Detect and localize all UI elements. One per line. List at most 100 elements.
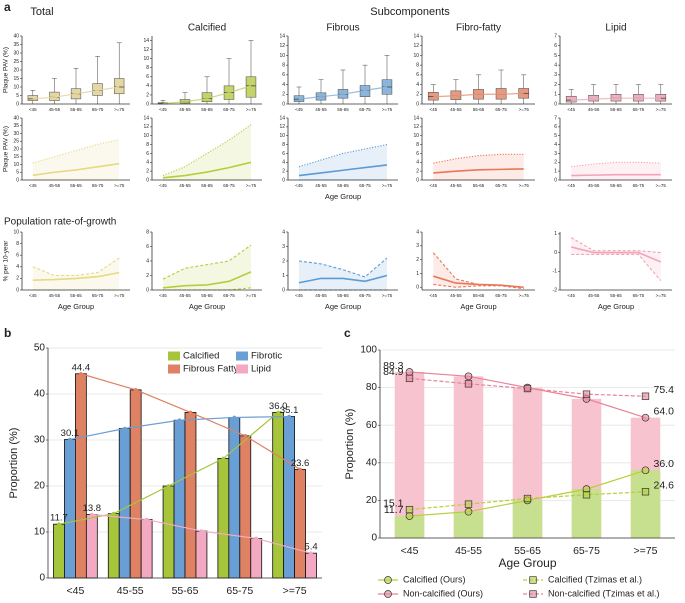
y-tick-label: 4 xyxy=(554,142,557,148)
x-tick-label: >=75 xyxy=(519,183,530,188)
series-marker xyxy=(641,488,650,496)
y-tick-label: 12 xyxy=(279,43,285,49)
y-tick-label: 1 xyxy=(282,273,285,279)
x-tick-label: 65-75 xyxy=(223,183,235,188)
x-tick-label: 55-65 xyxy=(610,293,622,298)
bar xyxy=(512,500,543,538)
value-label: 36.0 xyxy=(269,401,288,412)
y-tick-label: 5 xyxy=(16,93,19,99)
y-axis-label: Proportion (%) xyxy=(8,428,20,499)
y-tick-label: 12 xyxy=(413,43,419,49)
y-tick-label: 80 xyxy=(366,382,378,393)
series-marker xyxy=(523,494,532,503)
y-tick-label: 12 xyxy=(413,124,419,130)
x-tick-label: 45-55 xyxy=(450,293,462,298)
x-tick-label: >=75 xyxy=(246,183,257,188)
y-tick-label: 35 xyxy=(13,42,19,48)
x-tick-label: 55-65 xyxy=(337,293,349,298)
trend-point xyxy=(133,388,138,392)
x-tick-label: 65-75 xyxy=(223,293,235,298)
y-tick-label: 0 xyxy=(554,101,557,107)
subplot-title: Lipid xyxy=(605,23,626,34)
x-tick-label: 65-75 xyxy=(495,183,507,188)
y-tick-label: 6 xyxy=(416,72,419,78)
x-tick-label: 65-75 xyxy=(92,107,104,112)
y-tick-label: 0 xyxy=(146,101,149,107)
x-tick-label: 45-55 xyxy=(117,585,144,597)
x-tick-label: >=75 xyxy=(382,293,393,298)
y-tick-label: 2 xyxy=(282,168,285,174)
upper-bound xyxy=(162,244,252,280)
y-tick-label: 2 xyxy=(416,168,419,174)
y-tick-label: 7 xyxy=(554,33,557,39)
y-tick-label: 8 xyxy=(146,142,149,148)
y-tick-label: 1 xyxy=(416,271,419,277)
estimate-line xyxy=(32,162,120,177)
x-tick-label: 45-55 xyxy=(588,183,600,188)
x-tick-label: 45-55 xyxy=(49,183,61,188)
growth-heading: Population rate-of-growth xyxy=(4,217,116,228)
series-marker xyxy=(641,466,650,475)
y-tick-label: 6 xyxy=(282,151,285,157)
y-tick-label: 0 xyxy=(554,177,557,183)
y-axis-label: Plaque PAV (%) xyxy=(3,126,10,172)
bar xyxy=(305,552,317,579)
value-label: 44.4 xyxy=(72,362,91,373)
bar xyxy=(140,519,153,579)
x-tick-label: >=75 xyxy=(656,107,667,112)
subplot-title: Fibro-fatty xyxy=(456,23,501,34)
trend-point xyxy=(221,456,226,461)
legend-marker xyxy=(529,576,537,584)
y-tick-label: 0 xyxy=(416,285,419,291)
y-tick-label: 0 xyxy=(16,177,19,183)
legend-label: Calcified (Tzimas et al.) xyxy=(548,574,642,584)
x-tick-label: 65-75 xyxy=(223,107,235,112)
estimate-line xyxy=(433,168,524,174)
trend-point xyxy=(57,522,61,526)
y-tick-label: 30 xyxy=(13,131,19,137)
bar xyxy=(272,411,285,579)
subplot-title: Calcified xyxy=(188,23,226,34)
y-tick-label: 0 xyxy=(416,101,419,107)
series-marker xyxy=(464,500,473,508)
x-tick-label: 45-55 xyxy=(455,545,482,557)
y-tick-label: 0 xyxy=(146,177,149,183)
value-label: 24.6 xyxy=(654,480,675,492)
y-tick-label: 4 xyxy=(282,160,285,166)
x-tick-label: 55-65 xyxy=(70,183,82,188)
x-tick-label: 55-65 xyxy=(473,293,485,298)
y-tick-label: 5 xyxy=(554,133,557,139)
x-tick-label: 55-65 xyxy=(172,585,199,597)
estimate-line xyxy=(298,164,388,177)
x-tick-label: <45 xyxy=(567,293,575,298)
y-axis-label: Plaque PAV (%) xyxy=(3,47,10,93)
x-axis-label: Age Group xyxy=(58,302,94,311)
y-tick-label: 14 xyxy=(279,33,285,39)
y-tick-label: 10 xyxy=(413,53,419,59)
y-tick-label: 1 xyxy=(554,231,557,237)
x-tick-label: 65-75 xyxy=(92,293,104,298)
trend-point xyxy=(232,415,237,420)
y-tick-label: 40 xyxy=(13,33,19,39)
x-tick-label: 55-65 xyxy=(337,107,349,112)
legend-label: Fibrotic xyxy=(251,351,282,362)
upper-bound xyxy=(571,161,661,168)
bar xyxy=(107,513,120,579)
legend-label: Non-calcified (Ours) xyxy=(403,588,483,598)
upper-bound xyxy=(433,153,524,164)
y-tick-label: 6 xyxy=(16,253,19,259)
y-tick-label: 6 xyxy=(146,244,149,250)
y-tick-label: 2 xyxy=(146,168,149,174)
trend-point xyxy=(188,410,193,415)
y-tick-label: 20 xyxy=(13,67,19,73)
x-tick-label: 45-55 xyxy=(179,183,191,188)
y-tick-label: 6 xyxy=(146,151,149,157)
legend-swatch xyxy=(236,351,248,361)
trend-point xyxy=(177,418,182,423)
subcomponents-heading: Subcomponents xyxy=(370,6,450,18)
x-tick-label: <45 xyxy=(159,107,167,112)
value-label: 15.1 xyxy=(383,497,404,509)
y-tick-label: 3 xyxy=(416,243,419,249)
estimate-line xyxy=(32,271,120,281)
